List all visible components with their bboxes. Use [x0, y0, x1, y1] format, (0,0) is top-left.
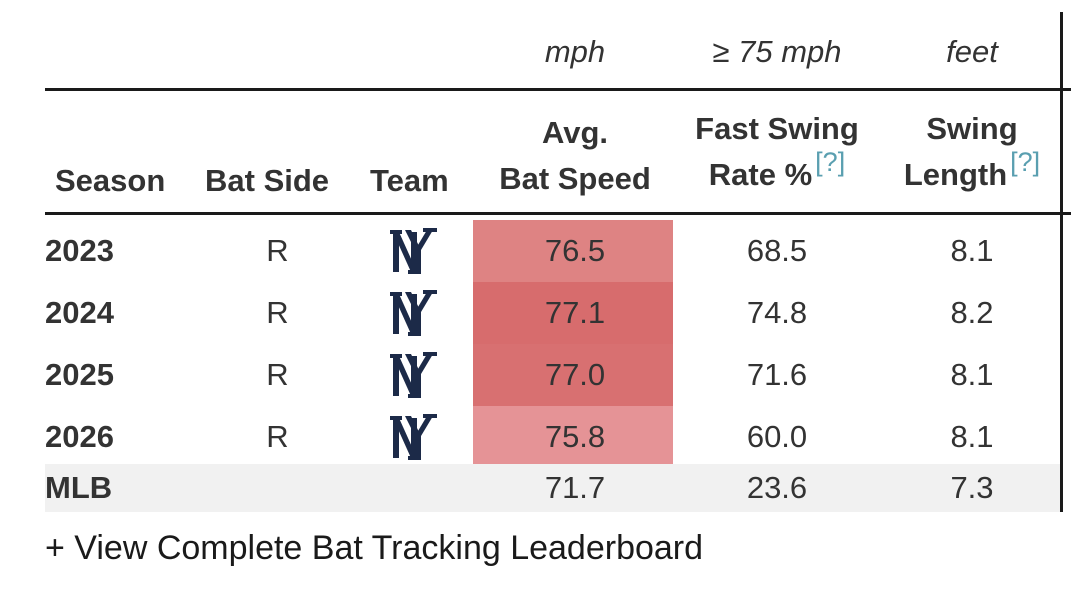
season-cell: 2026: [45, 419, 114, 454]
unit-bat-speed: mph: [544, 34, 606, 69]
bat-speed-heat-cell: [473, 282, 673, 344]
mlb-swing-length: 7.3: [950, 470, 994, 505]
fast-swing-cell: 60.0: [746, 419, 808, 454]
header-swing-length-line1: Swing: [926, 111, 1018, 146]
bat-side-cell: R: [266, 357, 289, 392]
fast-swing-cell: 68.5: [746, 233, 808, 268]
yankees-logo-icon: [390, 228, 437, 274]
bat-side-cell: R: [266, 295, 289, 330]
season-cell: 2023: [45, 233, 114, 268]
table-right-border: [1060, 12, 1063, 512]
unit-swing-length: feet: [946, 34, 998, 69]
bat-speed-heat-cell: [473, 220, 673, 282]
mlb-fast-swing: 23.6: [746, 470, 808, 505]
view-leaderboard-link[interactable]: + View Complete Bat Tracking Leaderboard: [45, 529, 704, 567]
mlb-bat-speed: 71.7: [544, 470, 606, 505]
header-swing-length-line2: Length: [903, 157, 1008, 192]
table-row: 2023 R 76.5 68.5 8.1: [45, 220, 1060, 282]
fast-swing-cell: 74.8: [746, 295, 808, 330]
header-fast-swing: Fast Swing Rate % [?]: [672, 106, 882, 199]
swing-length-cell: 8.1: [950, 233, 994, 268]
swing-length-cell: 8.1: [950, 357, 994, 392]
mlb-label: MLB: [45, 470, 113, 505]
header-bat-side: Bat Side: [205, 163, 330, 198]
bat-speed-cell: 75.8: [544, 419, 606, 454]
bat-side-cell: R: [266, 233, 289, 268]
table-row: 2026 R 75.8 60.0 8.1: [45, 406, 1060, 468]
swing-length-cell: 8.2: [950, 295, 994, 330]
header-season: Season: [55, 163, 166, 198]
header-bat-speed-line1: Avg.: [541, 115, 609, 150]
swing-length-cell: 8.1: [950, 419, 994, 454]
mlb-average-row: MLB 71.7 23.6 7.3: [45, 464, 1060, 512]
bat-speed-cell: 76.5: [544, 233, 606, 268]
header-team: Team: [370, 163, 449, 198]
bat-speed-heat-cell: [473, 344, 673, 406]
bat-side-cell: R: [266, 419, 289, 454]
header-bottom-rule: [45, 212, 1071, 215]
bat-speed-cell: 77.1: [544, 295, 606, 330]
table-row: 2024 R 77.1 74.8 8.2: [45, 282, 1060, 344]
help-link-fast-swing[interactable]: [?]: [815, 147, 846, 177]
header-top-rule: [45, 88, 1071, 91]
header-bat-speed-line2: Bat Speed: [499, 161, 651, 196]
table-row: 2025 R 77.0 71.6 8.1: [45, 344, 1060, 406]
season-cell: 2024: [45, 295, 114, 330]
bat-speed-heat-cell: [473, 406, 673, 468]
yankees-logo-icon: [390, 414, 437, 460]
header-swing-length: Swing Length [?]: [884, 106, 1060, 199]
header-fast-swing-line2: Rate %: [708, 157, 813, 192]
yankees-logo-icon: [390, 290, 437, 336]
bat-speed-cell: 77.0: [544, 357, 606, 392]
header-bat-speed: Avg. Bat Speed: [480, 110, 670, 202]
yankees-logo-icon: [390, 352, 437, 398]
help-link-swing-length[interactable]: [?]: [1010, 147, 1041, 177]
season-cell: 2025: [45, 357, 114, 392]
fast-swing-cell: 71.6: [746, 357, 808, 392]
unit-fast-swing: ≥ 75 mph: [712, 34, 842, 69]
header-fast-swing-line1: Fast Swing: [695, 111, 859, 146]
